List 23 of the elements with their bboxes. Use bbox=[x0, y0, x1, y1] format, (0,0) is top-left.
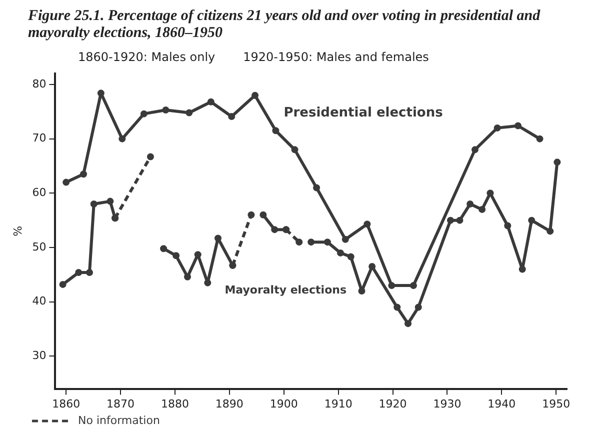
x-tick-label: 1950 bbox=[542, 397, 570, 410]
x-tick-label: 1870 bbox=[106, 397, 135, 410]
text: 1860-1920: Males only bbox=[78, 50, 216, 64]
legend-label: No information bbox=[78, 414, 160, 427]
x-tick-label: 1890 bbox=[215, 397, 244, 410]
y-tick-label: 40 bbox=[32, 294, 46, 308]
series-label: Mayoralty elections bbox=[224, 283, 347, 296]
y-tick-label: 80 bbox=[32, 77, 46, 90]
x-tick-label: 1930 bbox=[433, 397, 462, 410]
y-tick-label: 50 bbox=[32, 240, 46, 254]
series-label: Presidential elections bbox=[284, 106, 444, 121]
y-tick-label: 70 bbox=[32, 132, 46, 145]
text: 1920-1950: Males and females bbox=[243, 50, 429, 64]
y-axis-title: % bbox=[11, 226, 24, 236]
x-tick-label: 1860 bbox=[52, 397, 80, 410]
x-tick-label: 1920 bbox=[378, 397, 407, 410]
x-tick-label: 1910 bbox=[324, 397, 352, 410]
chart-title: Figure 25.1. Percentage of citizens 21 years old and over voting in presidential and mayoralty elections, 1860–1950 bbox=[27, 8, 542, 42]
x-tick-label: 1940 bbox=[488, 397, 516, 410]
x-tick-label: 1880 bbox=[160, 397, 189, 410]
y-tick-label: 30 bbox=[32, 349, 46, 362]
y-tick-label: 60 bbox=[32, 186, 46, 200]
x-tick-label: 1900 bbox=[270, 397, 298, 410]
